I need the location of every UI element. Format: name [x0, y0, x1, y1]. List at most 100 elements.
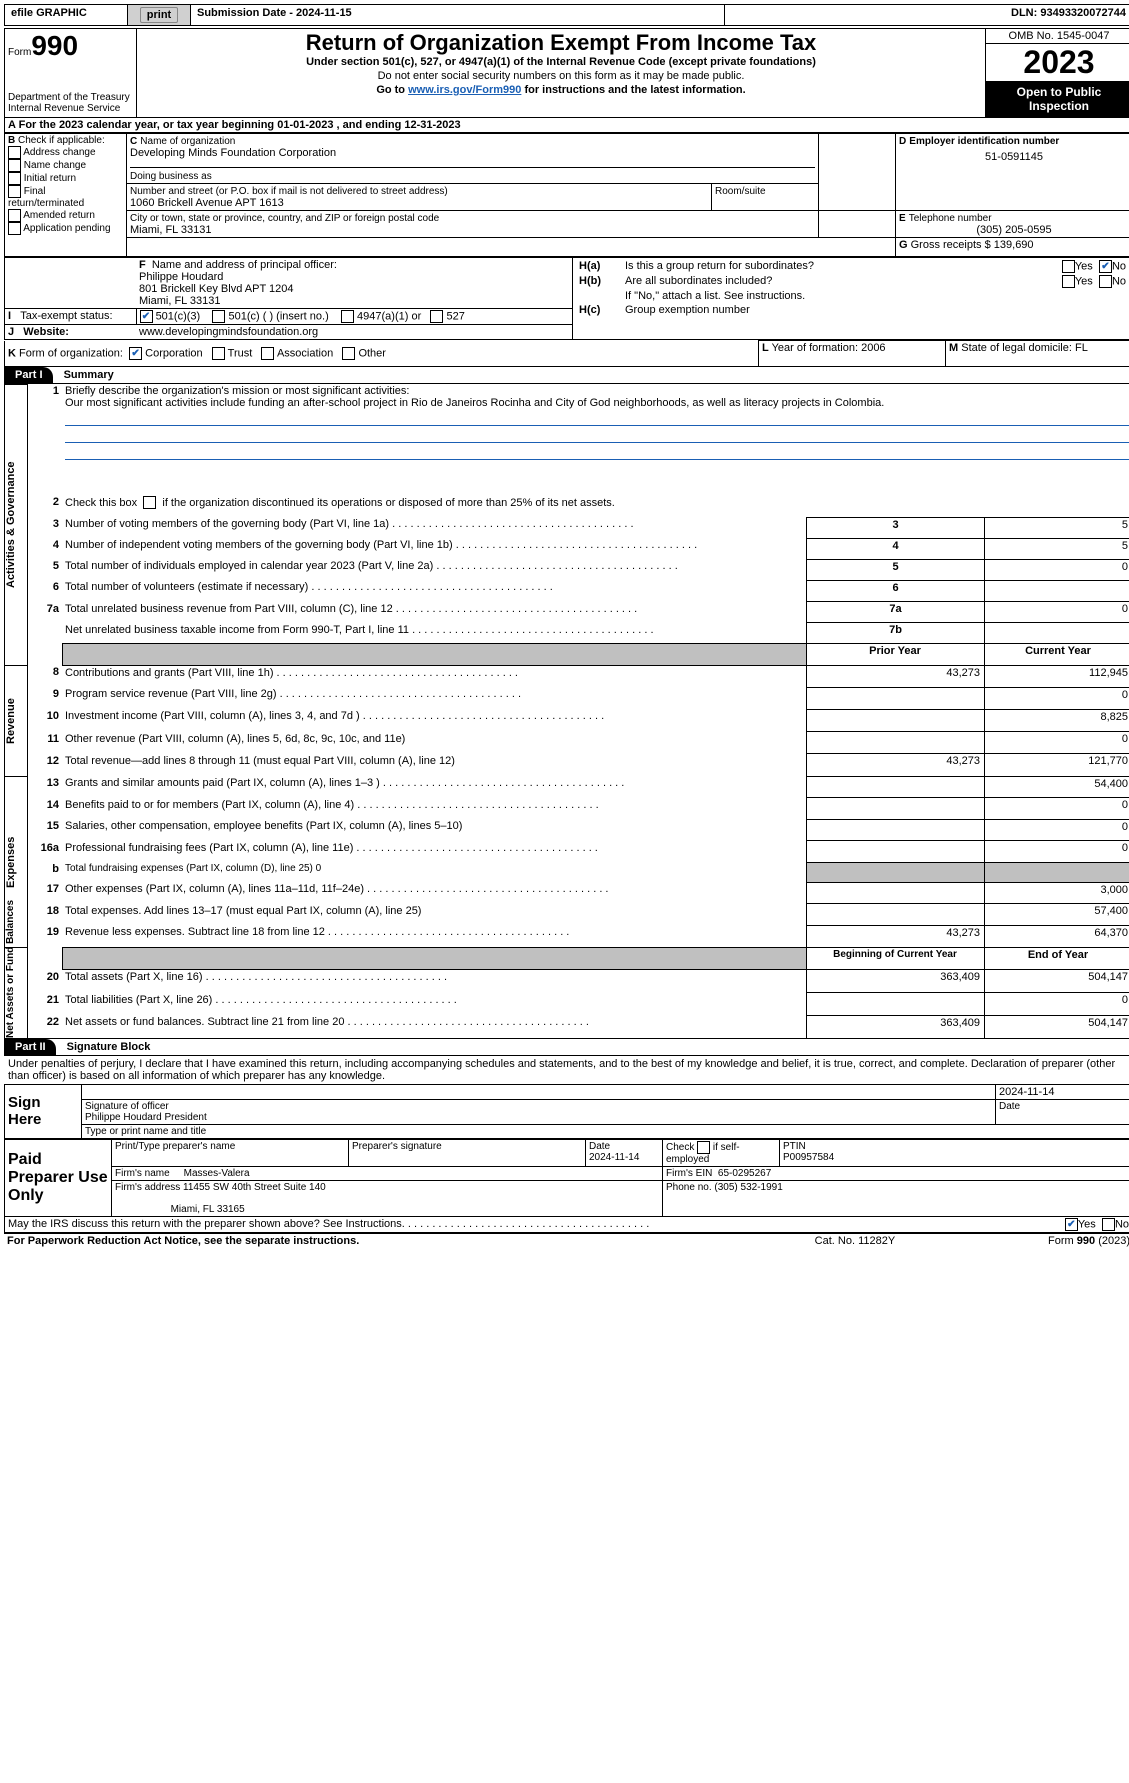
col-end: End of Year	[985, 947, 1129, 970]
firm-addr1: 11455 SW 40th Street Suite 140	[183, 1182, 326, 1193]
firm-phone-label: Phone no.	[666, 1182, 712, 1193]
row-20: 20Total assets (Part X, line 16)363,4095…	[5, 970, 1129, 993]
org-name: Developing Minds Foundation Corporation	[130, 147, 336, 159]
officer-addr2: Miami, FL 33131	[139, 295, 221, 307]
row-7a: 7aTotal unrelated business revenue from …	[5, 602, 1129, 623]
part2-tab: Part II	[5, 1039, 56, 1055]
prep-date: 2024-11-14	[589, 1152, 639, 1163]
tax-status-label: Tax-exempt status:	[20, 310, 112, 322]
sig-date1: 2024-11-14	[996, 1084, 1129, 1099]
dba-label: Doing business as	[130, 171, 212, 182]
row-5: 5Total number of individuals employed in…	[5, 559, 1129, 580]
box-h: H(a)Is this a group return for subordina…	[573, 258, 1129, 340]
q2: Check this box if the organization disco…	[65, 497, 615, 509]
cb-app-pending[interactable]	[8, 222, 21, 235]
footer-right: Form 990 (2023)	[947, 1233, 1129, 1248]
form-label: Form	[8, 47, 31, 58]
discuss-yes[interactable]	[1065, 1218, 1078, 1231]
cb-amended[interactable]	[8, 209, 21, 222]
cb-name-change[interactable]	[8, 159, 21, 172]
ptin: P00957584	[783, 1152, 834, 1163]
website-value: www.developingmindsfoundation.org	[136, 325, 573, 340]
form-header: Form990 Department of the Treasury Inter…	[4, 28, 1129, 118]
row-19: 19Revenue less expenses. Subtract line 1…	[5, 925, 1129, 947]
sig-officer-name: Philippe Houdard President	[85, 1112, 207, 1123]
prep-sig-label: Preparer's signature	[349, 1139, 586, 1166]
row-9: 9Program service revenue (Part VIII, lin…	[5, 687, 1129, 709]
row-17: 17Other expenses (Part IX, column (A), l…	[5, 882, 1129, 904]
ein-value: 51-0591145	[899, 147, 1129, 167]
col-current: Current Year	[985, 644, 1129, 665]
officer-name: Philippe Houdard	[139, 271, 223, 283]
row-14: 14Benefits paid to or for members (Part …	[5, 798, 1129, 820]
cb-4947[interactable]	[341, 310, 354, 323]
form-title: Return of Organization Exempt From Incom…	[140, 30, 982, 56]
row-6: 6Total number of volunteers (estimate if…	[5, 580, 1129, 601]
cb-final-return[interactable]	[8, 185, 21, 198]
city: Miami, FL 33131	[130, 224, 212, 236]
date-label: Date	[996, 1099, 1129, 1124]
room-label: Room/suite	[715, 186, 766, 197]
footer-left: For Paperwork Reduction Act Notice, see …	[4, 1233, 763, 1248]
row-16a: 16aProfessional fundraising fees (Part I…	[5, 841, 1129, 863]
officer-addr1: 801 Brickell Key Blvd APT 1204	[139, 283, 294, 295]
ha-yes[interactable]	[1062, 260, 1075, 273]
cb-501c[interactable]	[212, 310, 225, 323]
declaration: Under penalties of perjury, I declare th…	[4, 1056, 1129, 1084]
year-formation-label: Year of formation:	[772, 342, 858, 354]
ruleline	[65, 428, 1129, 443]
city-label: City or town, state or province, country…	[130, 213, 439, 224]
footer-mid: Cat. No. 11282Y	[763, 1233, 946, 1248]
cb-501c3[interactable]	[140, 310, 153, 323]
phone-value: (305) 205-0595	[899, 224, 1129, 236]
year-formation: 2006	[861, 342, 885, 354]
sign-here: Sign Here	[5, 1084, 82, 1138]
topbar: efile GRAPHIC print Submission Date - 20…	[4, 4, 1129, 26]
paid-preparer: Paid Preparer Use Only	[5, 1139, 112, 1216]
firm-phone: (305) 532-1991	[714, 1182, 782, 1193]
print-button[interactable]: print	[140, 7, 178, 23]
street-label: Number and street (or P.O. box if mail i…	[130, 186, 448, 197]
gross-label: Gross receipts $	[911, 239, 991, 251]
q1-text: Our most significant activities include …	[65, 397, 884, 409]
col-begin: Beginning of Current Year	[807, 947, 985, 970]
cb-assoc[interactable]	[261, 347, 274, 360]
hb-label: Are all subordinates included?	[622, 274, 995, 289]
side-ag: Activities & Governance	[5, 385, 17, 665]
cb-initial-return[interactable]	[8, 172, 21, 185]
ha-no[interactable]	[1099, 260, 1112, 273]
cb-other[interactable]	[342, 347, 355, 360]
omb: OMB No. 1545-0047	[986, 29, 1129, 44]
form-org-label: Form of organization:	[19, 347, 123, 359]
cb-corp[interactable]	[129, 347, 142, 360]
ruleline	[65, 411, 1129, 426]
dln: DLN: 93493320072744	[725, 5, 1129, 26]
state-domicile-label: State of legal domicile:	[961, 342, 1072, 354]
row-12: 12Total revenue—add lines 8 through 11 (…	[5, 754, 1129, 776]
cb-self: Check if self-employed	[663, 1139, 780, 1166]
cb-address-change[interactable]	[8, 146, 21, 159]
part2-title: Signature Block	[59, 1039, 159, 1055]
phone-label: Telephone number	[909, 213, 992, 224]
row-4: 4Number of independent voting members of…	[5, 538, 1129, 559]
side-rev: Revenue	[5, 666, 17, 776]
cb-discontinued[interactable]	[143, 496, 156, 509]
type-name: Type or print name and title	[82, 1124, 1129, 1138]
firm-ein: 65-0295267	[718, 1168, 771, 1179]
efile-label: efile GRAPHIC	[5, 5, 128, 26]
state-domicile: FL	[1075, 342, 1088, 354]
discuss-no[interactable]	[1102, 1218, 1115, 1231]
hb-yes[interactable]	[1062, 275, 1075, 288]
tax-year: 2023	[986, 44, 1129, 81]
dept-treasury: Department of the Treasury Internal Reve…	[8, 92, 133, 114]
subtitle-1: Under section 501(c), 527, or 4947(a)(1)…	[140, 56, 982, 68]
subtitle-2: Do not enter social security numbers on …	[140, 70, 982, 82]
cb-self-employed[interactable]	[697, 1141, 710, 1154]
cb-trust[interactable]	[212, 347, 225, 360]
row-15: 15Salaries, other compensation, employee…	[5, 819, 1129, 841]
hb-no[interactable]	[1099, 275, 1112, 288]
irs-link[interactable]: www.irs.gov/Form990	[408, 84, 521, 96]
ha-label: Is this a group return for subordinates?	[622, 259, 995, 274]
cb-527[interactable]	[430, 310, 443, 323]
part1-tab: Part I	[5, 367, 53, 383]
